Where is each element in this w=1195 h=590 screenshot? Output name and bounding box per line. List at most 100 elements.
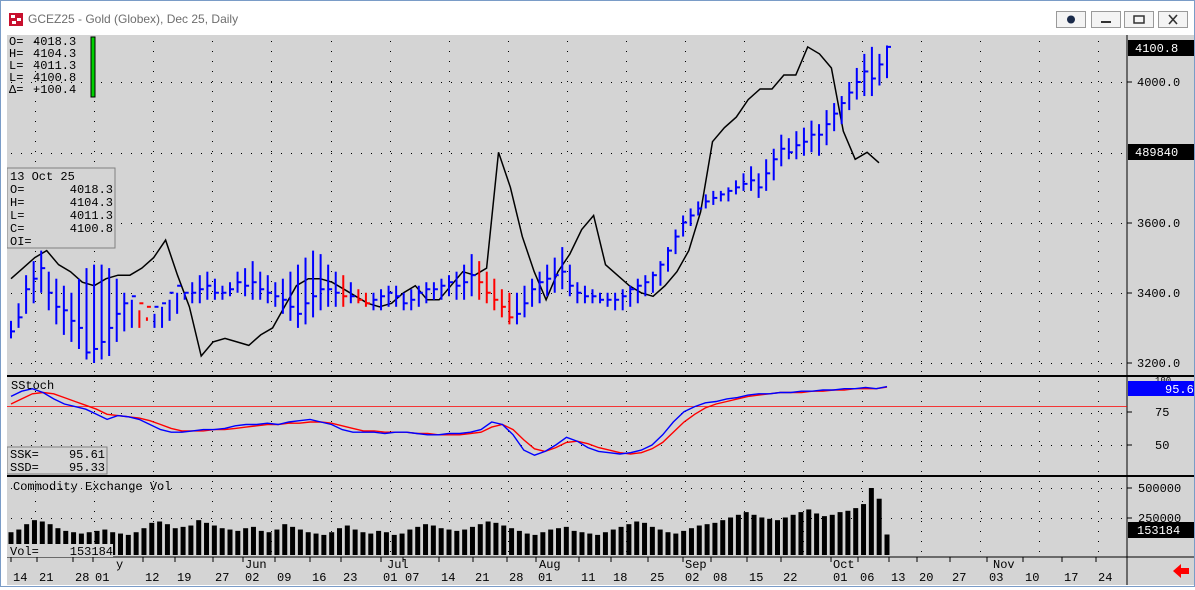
- value-axis: [1127, 35, 1194, 557]
- price-bar: [93, 264, 99, 363]
- restore-button[interactable]: [1124, 11, 1154, 28]
- date-day-label: 27: [215, 571, 229, 585]
- volume-bar: [188, 525, 194, 555]
- date-month-label: Aug: [539, 558, 561, 572]
- price-bar: [667, 247, 672, 272]
- volume-bar: [290, 526, 296, 555]
- price-bar: [855, 67, 861, 100]
- dw-l-label: L=: [10, 209, 24, 223]
- arrow-left-icon: [1173, 564, 1189, 578]
- volume-bar: [94, 530, 100, 555]
- minimize-button[interactable]: [1091, 11, 1121, 28]
- date-day-label: 23: [343, 571, 357, 585]
- volume-bar: [868, 488, 874, 555]
- volume-bar: [86, 532, 92, 555]
- price-bar: [387, 285, 393, 307]
- volume-bar: [696, 525, 702, 555]
- volume-bar: [141, 528, 147, 555]
- volume-bar: [665, 532, 671, 555]
- volume-bar: [266, 532, 272, 555]
- title-bar[interactable]: GCEZ25 - Gold (Globex), Dec 25, Daily: [1, 1, 1194, 35]
- volume-bar: [39, 521, 45, 555]
- ssd-value: 95.33: [69, 461, 105, 475]
- price-bar: [176, 284, 182, 314]
- volume-bar: [250, 526, 256, 555]
- readout-h-label: H=: [9, 47, 23, 61]
- price-bar: [500, 289, 506, 318]
- volume-bar: [110, 532, 116, 555]
- ssk-label: SSK=: [10, 448, 39, 462]
- price-bar: [357, 289, 363, 304]
- price-bar: [281, 278, 287, 314]
- price-pane[interactable]: [7, 35, 1127, 375]
- volume-bar: [133, 532, 139, 555]
- stoch-pane[interactable]: [7, 377, 1127, 475]
- volume-bar: [383, 532, 389, 555]
- link-button[interactable]: [1056, 11, 1086, 28]
- date-day-label: 03: [989, 571, 1003, 585]
- date-day-label: 27: [952, 571, 966, 585]
- date-day-label: 18: [613, 571, 627, 585]
- price-bar: [727, 187, 733, 202]
- volume-bar: [282, 524, 288, 555]
- close-button[interactable]: [1158, 11, 1188, 28]
- price-bar: [395, 285, 401, 307]
- volume-bar: [728, 517, 734, 555]
- volume-bar: [454, 530, 460, 555]
- volume-bar: [391, 534, 397, 555]
- change-indicator-bar: [90, 36, 96, 98]
- date-day-label: 10: [1025, 571, 1039, 585]
- link-icon: [1067, 15, 1075, 24]
- volume-bar: [516, 530, 522, 555]
- price-bar: [372, 292, 378, 311]
- chart-area[interactable]: O= 4018.3 H= 4104.3 L= 4011.3 L= 4100.8 …: [6, 35, 1194, 585]
- price-bar: [153, 305, 159, 328]
- price-bar: [523, 285, 529, 318]
- volume-bar: [462, 529, 468, 555]
- volume-bars: [8, 488, 890, 555]
- price-bar: [130, 295, 136, 328]
- volume-bar: [618, 526, 624, 555]
- volume-bar: [563, 526, 569, 555]
- price-tick-3200: 3200.0: [1137, 357, 1180, 371]
- volume-bar: [71, 532, 77, 555]
- volume-bar: [649, 526, 655, 555]
- price-bar: [380, 289, 386, 311]
- price-bar: [561, 247, 567, 290]
- price-bar: [780, 134, 786, 167]
- price-bar: [463, 264, 469, 300]
- chart-canvas[interactable]: O= 4018.3 H= 4104.3 L= 4011.3 L= 4100.8 …: [6, 35, 1194, 585]
- volume-bar: [219, 528, 225, 555]
- price-bar: [470, 254, 476, 297]
- price-bar: [327, 264, 333, 307]
- price-bar: [704, 194, 710, 209]
- price-bar: [40, 250, 46, 293]
- volume-bar: [485, 521, 491, 555]
- last-price-value: 4100.8: [1135, 42, 1178, 56]
- date-day-label: 25: [650, 571, 664, 585]
- price-bar: [689, 208, 695, 227]
- overlay-line: [10, 45, 880, 358]
- volume-value-tag: [1128, 522, 1194, 538]
- price-bar: [863, 53, 869, 97]
- volume-bar: [775, 520, 780, 555]
- scroll-right-button[interactable]: [1167, 559, 1191, 583]
- stoch-readout: SSK= 95.61 SSD= 95.33: [6, 446, 108, 475]
- date-day-label: 17: [1064, 571, 1078, 585]
- price-tick-4000: 4000.0: [1137, 76, 1180, 90]
- window-title: GCEZ25 - Gold (Globex), Dec 25, Daily: [28, 12, 239, 26]
- price-bar: [621, 289, 627, 311]
- volume-bar: [735, 514, 741, 555]
- volume-bar: [884, 534, 890, 555]
- dw-c-value: 4100.8: [70, 222, 113, 236]
- ohlc-readout: O= 4018.3 H= 4104.3 L= 4011.3 L= 4100.8 …: [9, 35, 76, 97]
- volume-bar: [642, 522, 648, 555]
- volume-bar: [102, 529, 108, 555]
- price-bar: [274, 282, 280, 307]
- volume-bar: [321, 534, 327, 555]
- overlay-value-tag: [1128, 144, 1194, 160]
- readout-delta-value: +100.4: [33, 83, 76, 97]
- volume-bar: [759, 517, 765, 555]
- price-bar: [25, 275, 31, 314]
